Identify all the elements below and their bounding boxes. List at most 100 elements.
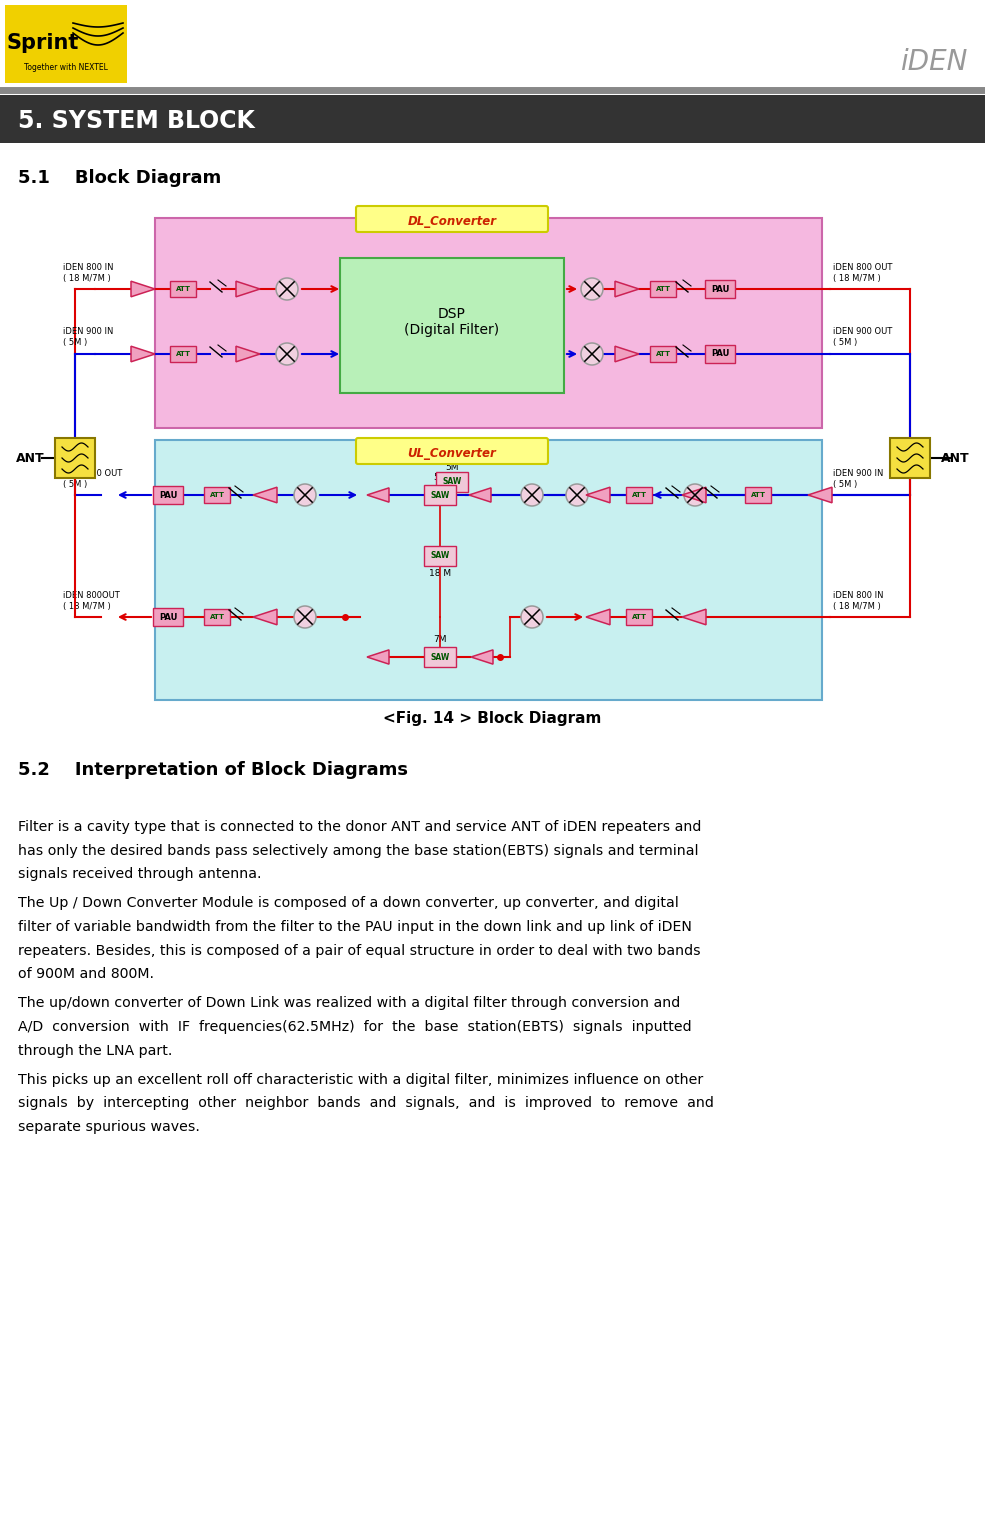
Text: The up/down converter of Down Link was realized with a digital filter through co: The up/down converter of Down Link was r… xyxy=(18,996,681,1011)
Circle shape xyxy=(521,606,543,628)
Text: ( 5M ): ( 5M ) xyxy=(833,481,857,490)
Text: ATT: ATT xyxy=(210,614,225,620)
Text: PAU: PAU xyxy=(159,491,177,499)
Text: ( 18 M/7M ): ( 18 M/7M ) xyxy=(833,602,881,611)
Text: PAU: PAU xyxy=(711,285,729,294)
Text: ATT: ATT xyxy=(751,493,765,497)
Circle shape xyxy=(521,484,543,506)
Text: ATT: ATT xyxy=(175,287,190,293)
Text: DL_Converter: DL_Converter xyxy=(408,214,496,227)
Text: 5M: 5M xyxy=(445,464,459,473)
FancyBboxPatch shape xyxy=(705,280,735,299)
Text: iDEN 900 OUT: iDEN 900 OUT xyxy=(63,470,122,479)
Text: filter of variable bandwidth from the filter to the PAU input in the down link a: filter of variable bandwidth from the fi… xyxy=(18,920,691,934)
Circle shape xyxy=(276,277,298,300)
Text: of 900M and 800M.: of 900M and 800M. xyxy=(18,967,154,981)
FancyBboxPatch shape xyxy=(436,471,468,493)
Polygon shape xyxy=(236,346,260,362)
Text: iDEN 900 IN: iDEN 900 IN xyxy=(63,327,113,337)
Text: iDEN 800 IN: iDEN 800 IN xyxy=(833,591,884,600)
Polygon shape xyxy=(586,609,610,625)
Text: iDEN 800 IN: iDEN 800 IN xyxy=(63,264,113,273)
Polygon shape xyxy=(131,346,155,362)
Text: Sprint: Sprint xyxy=(7,33,79,53)
Text: PAU: PAU xyxy=(159,612,177,622)
Circle shape xyxy=(684,484,706,506)
FancyBboxPatch shape xyxy=(705,346,735,362)
FancyBboxPatch shape xyxy=(626,609,652,625)
Text: <Fig. 14 > Block Diagram: <Fig. 14 > Block Diagram xyxy=(383,711,601,726)
Polygon shape xyxy=(236,280,260,297)
Polygon shape xyxy=(131,280,155,297)
Polygon shape xyxy=(629,488,651,502)
Text: SAW: SAW xyxy=(430,652,449,661)
Polygon shape xyxy=(367,650,389,664)
Text: ANT: ANT xyxy=(941,452,969,464)
FancyBboxPatch shape xyxy=(356,438,548,464)
Polygon shape xyxy=(253,609,277,625)
FancyBboxPatch shape xyxy=(55,438,95,478)
Text: ( 5M ): ( 5M ) xyxy=(833,338,857,347)
Text: ATT: ATT xyxy=(210,493,225,497)
FancyBboxPatch shape xyxy=(424,485,456,505)
Text: ATT: ATT xyxy=(631,614,646,620)
Circle shape xyxy=(294,484,316,506)
Text: A/D  conversion  with  IF  frequencies(62.5MHz)  for  the  base  station(EBTS)  : A/D conversion with IF frequencies(62.5M… xyxy=(18,1020,691,1034)
Polygon shape xyxy=(586,487,610,503)
Text: The Up / Down Converter Module is composed of a down converter, up converter, an: The Up / Down Converter Module is compos… xyxy=(18,896,679,911)
Text: UL_Converter: UL_Converter xyxy=(408,447,496,459)
Text: signals received through antenna.: signals received through antenna. xyxy=(18,867,261,881)
FancyBboxPatch shape xyxy=(0,96,985,143)
Text: Together with NEXTEL: Together with NEXTEL xyxy=(24,64,108,73)
FancyBboxPatch shape xyxy=(153,487,183,503)
FancyBboxPatch shape xyxy=(424,647,456,667)
Polygon shape xyxy=(469,488,491,502)
Text: ( 5M ): ( 5M ) xyxy=(63,481,88,490)
Circle shape xyxy=(581,343,603,365)
Text: ATT: ATT xyxy=(655,287,671,293)
FancyBboxPatch shape xyxy=(356,206,548,232)
Text: SAW: SAW xyxy=(442,478,462,487)
Text: SAW: SAW xyxy=(430,491,449,499)
FancyBboxPatch shape xyxy=(153,608,183,626)
FancyBboxPatch shape xyxy=(626,487,652,503)
Circle shape xyxy=(581,277,603,300)
Text: ATT: ATT xyxy=(631,493,646,497)
Polygon shape xyxy=(615,280,639,297)
Circle shape xyxy=(294,606,316,628)
Text: iDEN 800OUT: iDEN 800OUT xyxy=(63,591,120,600)
Polygon shape xyxy=(471,650,493,664)
FancyBboxPatch shape xyxy=(204,487,230,503)
FancyBboxPatch shape xyxy=(650,346,676,362)
Text: This picks up an excellent roll off characteristic with a digital filter, minimi: This picks up an excellent roll off char… xyxy=(18,1073,703,1087)
Circle shape xyxy=(566,484,588,506)
Text: SAW: SAW xyxy=(430,552,449,561)
Text: iDEN 900 IN: iDEN 900 IN xyxy=(833,470,884,479)
Polygon shape xyxy=(367,488,389,502)
Text: ( 18 M/7M ): ( 18 M/7M ) xyxy=(63,602,110,611)
FancyBboxPatch shape xyxy=(424,546,456,565)
Text: ATT: ATT xyxy=(655,352,671,356)
Text: 5.1    Block Diagram: 5.1 Block Diagram xyxy=(18,168,222,186)
Text: 5M: 5M xyxy=(433,473,447,482)
FancyBboxPatch shape xyxy=(5,5,127,83)
Polygon shape xyxy=(682,609,706,625)
Text: iDEN 800 OUT: iDEN 800 OUT xyxy=(833,264,892,273)
Text: ANT: ANT xyxy=(16,452,44,464)
Text: DSP
(Digital Filter): DSP (Digital Filter) xyxy=(405,306,499,337)
Text: 5.2    Interpretation of Block Diagrams: 5.2 Interpretation of Block Diagrams xyxy=(18,761,408,779)
FancyBboxPatch shape xyxy=(204,609,230,625)
FancyBboxPatch shape xyxy=(170,280,196,297)
Text: iDEN: iDEN xyxy=(899,49,967,76)
FancyBboxPatch shape xyxy=(745,487,771,503)
Circle shape xyxy=(276,343,298,365)
Polygon shape xyxy=(808,487,832,503)
Text: through the LNA part.: through the LNA part. xyxy=(18,1043,172,1058)
FancyBboxPatch shape xyxy=(155,218,822,428)
Polygon shape xyxy=(253,487,277,503)
Text: ( 5M ): ( 5M ) xyxy=(63,338,88,347)
Text: repeaters. Besides, this is composed of a pair of equal structure in order to de: repeaters. Besides, this is composed of … xyxy=(18,943,700,958)
Text: ( 18 M/7M ): ( 18 M/7M ) xyxy=(833,274,881,283)
Text: 7M: 7M xyxy=(433,635,447,644)
Text: 18 M: 18 M xyxy=(428,570,451,579)
